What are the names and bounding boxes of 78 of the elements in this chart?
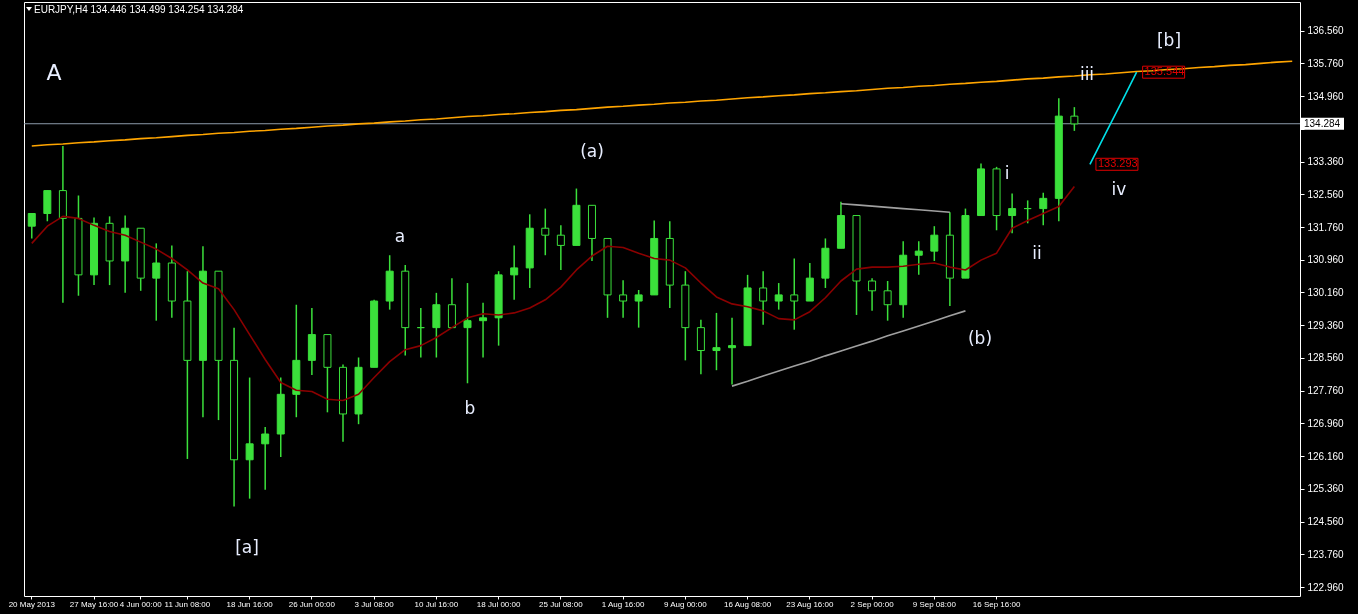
candlestick (696, 319, 705, 376)
data-label: 133.293 (1097, 157, 1138, 170)
x-tick-label: 16 Aug 08:00 (724, 599, 772, 609)
annotation: iv (1111, 179, 1127, 199)
x-tick-label: 18 Jun 16:00 (226, 599, 274, 609)
candlestick (790, 257, 799, 331)
candlestick (432, 292, 441, 359)
annotation: ii (1032, 243, 1042, 263)
candlestick (1070, 106, 1079, 132)
y-tick-label: 133.360 (1307, 156, 1345, 168)
candlestick (510, 244, 519, 301)
candlestick (447, 277, 456, 329)
annotation: b (464, 398, 476, 418)
candlestick (759, 270, 768, 326)
candlestick (930, 225, 939, 262)
y-tick-label: 126.960 (1307, 417, 1345, 429)
candlestick (27, 212, 36, 240)
x-tick-label: 4 Jun 00:00 (119, 599, 163, 609)
x-tick-label: 25 Jul 08:00 (539, 599, 584, 609)
x-tick-label: 18 Jul 00:00 (476, 599, 521, 609)
x-tick-label: 10 Jul 16:00 (414, 599, 459, 609)
y-tick-label: 135.760 (1307, 57, 1345, 69)
candlestick (152, 242, 161, 322)
candlestick (914, 240, 923, 276)
y-tick-label: 130.160 (1307, 286, 1345, 298)
candlestick (712, 312, 721, 371)
candlestick (634, 289, 643, 329)
x-tick-label: 9 Aug 00:00 (663, 599, 708, 609)
annotation: i (1004, 163, 1010, 183)
candlestick (479, 301, 488, 359)
x-tick-label: 2 Sep 00:00 (850, 599, 895, 609)
x-tick-label: 9 Sep 08:00 (912, 599, 957, 609)
y-tick-label: 132.560 (1307, 188, 1345, 200)
line-series (30, 185, 1076, 402)
x-tick-label: 1 Aug 16:00 (601, 599, 645, 609)
x-tick-label: 16 Sep 16:00 (972, 599, 1021, 609)
candlestick (1039, 191, 1048, 227)
y-tick-label: 123.760 (1307, 548, 1345, 560)
y-tick-label: 127.760 (1307, 385, 1345, 397)
y-tick-label: 134.960 (1307, 90, 1345, 102)
y-tick-label: 125.360 (1307, 483, 1345, 495)
y-tick-label: 131.760 (1307, 221, 1345, 233)
y-tick-label: 128.560 (1307, 352, 1345, 364)
candlestick (261, 426, 270, 491)
y-tick-label: 129.360 (1307, 319, 1345, 331)
ref-line-label: 134.284 (1304, 117, 1341, 129)
x-tick-label: 11 Jun 08:00 (164, 599, 211, 609)
annotation: [a] (235, 537, 259, 557)
candlestick (728, 317, 737, 386)
line-series (731, 310, 967, 387)
y-tick-label: 130.960 (1307, 254, 1345, 266)
candlestick (883, 280, 892, 322)
annotation: (a) (580, 141, 604, 161)
x-tick-label: 20 May 2013 (8, 599, 56, 609)
candlestick (43, 189, 52, 223)
candlestick (619, 279, 628, 319)
x-tick-label: 3 Jul 08:00 (354, 599, 395, 609)
annotation: a (394, 226, 406, 246)
y-tick-label: 122.960 (1307, 581, 1345, 593)
annotation: (b) (967, 328, 993, 348)
y-tick-label: 136.560 (1307, 25, 1345, 37)
candlestick (1008, 192, 1017, 234)
candlestick (805, 262, 814, 302)
y-tick-label: 124.560 (1307, 516, 1345, 528)
annotation: [b] (1156, 30, 1182, 50)
x-tick-label: 26 Jun 00:00 (288, 599, 336, 609)
annotation: A (46, 60, 62, 85)
candlestick (541, 207, 550, 256)
candlestick (774, 282, 783, 311)
x-tick-label: 23 Aug 16:00 (786, 599, 834, 609)
line-series (840, 202, 951, 214)
chart-title: EURJPY,H4 134.446 134.499 134.254 134.284 (34, 4, 244, 15)
candlestick (463, 282, 472, 385)
candlestick (245, 376, 254, 500)
candlestick (556, 224, 565, 271)
y-tick-label: 126.160 (1307, 450, 1345, 462)
x-tick-label: 27 May 16:00 (69, 599, 119, 609)
candlestick (868, 277, 877, 312)
